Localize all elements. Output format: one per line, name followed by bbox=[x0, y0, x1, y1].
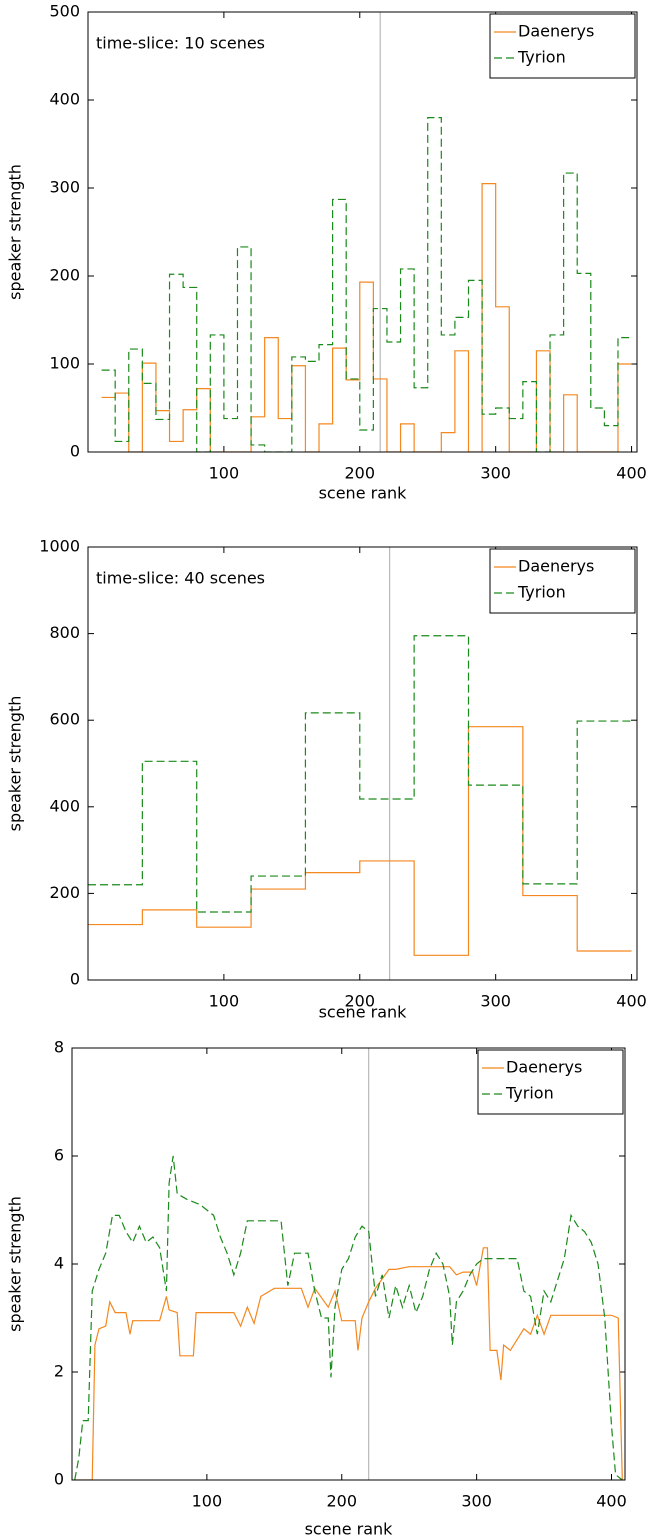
x-axis-label: scene rank bbox=[319, 1003, 408, 1022]
series-group bbox=[88, 635, 632, 956]
annotation: time-slice: 40 scenes bbox=[96, 569, 265, 588]
plot-area bbox=[88, 547, 637, 980]
plot-frame bbox=[71, 1047, 626, 1481]
y-tick-label: 200 bbox=[49, 883, 80, 902]
legend-box bbox=[489, 548, 636, 614]
y-tick-label: 800 bbox=[49, 623, 80, 642]
legend-label: Tyrion bbox=[517, 48, 566, 67]
x-axis-label: scene rank bbox=[319, 484, 408, 503]
y-tick-label: 600 bbox=[49, 710, 80, 729]
x-tick-label: 100 bbox=[209, 992, 240, 1011]
series-line bbox=[88, 635, 632, 913]
x-tick-label: 200 bbox=[326, 1492, 357, 1511]
series-line bbox=[74, 1155, 623, 1480]
x-tick-label: 100 bbox=[209, 464, 240, 483]
series-line bbox=[101, 117, 632, 452]
y-axis-label: speaker strength bbox=[6, 1196, 25, 1332]
plot-area bbox=[72, 1048, 625, 1480]
series-line bbox=[88, 726, 632, 956]
y-tick-label: 200 bbox=[49, 266, 80, 285]
x-tick-label: 200 bbox=[345, 992, 376, 1011]
y-tick-label: 8 bbox=[54, 1038, 64, 1057]
legend-box bbox=[489, 13, 636, 79]
y-axis-label: speaker strength bbox=[6, 164, 25, 300]
x-tick-label: 400 bbox=[616, 992, 647, 1011]
y-tick-label: 500 bbox=[49, 2, 80, 21]
legend-label: Daenerys bbox=[506, 1058, 582, 1077]
y-tick-label: 400 bbox=[49, 90, 80, 109]
y-tick-label: 0 bbox=[54, 1470, 64, 1489]
y-tick-label: 4 bbox=[54, 1254, 64, 1273]
y-axis-label: speaker strength bbox=[6, 696, 25, 832]
series-line bbox=[101, 183, 632, 452]
y-tick-label: 100 bbox=[49, 354, 80, 373]
y-tick-label: 1000 bbox=[39, 537, 80, 556]
y-tick-label: 300 bbox=[49, 178, 80, 197]
x-tick-label: 100 bbox=[192, 1492, 223, 1511]
x-tick-label: 400 bbox=[616, 464, 647, 483]
legend-label: Daenerys bbox=[518, 557, 594, 576]
legend-box bbox=[477, 1049, 624, 1115]
y-tick-label: 400 bbox=[49, 796, 80, 815]
series-group bbox=[101, 117, 632, 452]
plot-frame bbox=[87, 11, 638, 453]
series-group bbox=[74, 1155, 623, 1480]
y-tick-label: 6 bbox=[54, 1146, 64, 1165]
plot-frame bbox=[87, 546, 638, 981]
plot-area bbox=[88, 12, 637, 452]
x-tick-label: 300 bbox=[480, 992, 511, 1011]
x-axis-label: scene rank bbox=[305, 1520, 394, 1539]
x-tick-label: 400 bbox=[596, 1492, 627, 1511]
x-tick-label: 300 bbox=[480, 464, 511, 483]
y-tick-label: 2 bbox=[54, 1362, 64, 1381]
y-tick-label: 0 bbox=[70, 442, 80, 461]
annotation: time-slice: 10 scenes bbox=[96, 34, 265, 53]
series-line bbox=[74, 1247, 623, 1480]
y-tick-label: 0 bbox=[70, 970, 80, 989]
legend-label: Tyrion bbox=[505, 1084, 554, 1103]
legend-label: Daenerys bbox=[518, 22, 594, 41]
x-tick-label: 200 bbox=[345, 464, 376, 483]
legend-label: Tyrion bbox=[517, 583, 566, 602]
x-tick-label: 300 bbox=[461, 1492, 492, 1511]
